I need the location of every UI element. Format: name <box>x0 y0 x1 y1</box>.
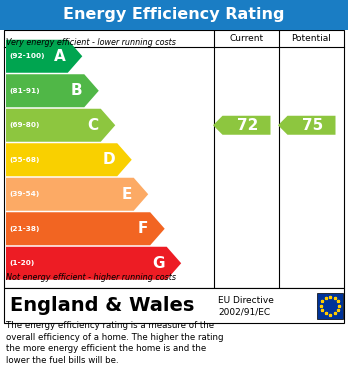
Text: The energy efficiency rating is a measure of the
overall efficiency of a home. T: The energy efficiency rating is a measur… <box>6 321 223 365</box>
Text: (1-20): (1-20) <box>9 260 34 266</box>
Polygon shape <box>6 40 82 73</box>
Text: 72: 72 <box>237 118 259 133</box>
Text: F: F <box>138 221 148 236</box>
Polygon shape <box>6 109 115 142</box>
Text: Very energy efficient - lower running costs: Very energy efficient - lower running co… <box>6 38 176 47</box>
Text: (39-54): (39-54) <box>9 191 39 197</box>
Bar <box>317 292 343 319</box>
Text: C: C <box>88 118 99 133</box>
Text: B: B <box>71 83 82 98</box>
Text: (21-38): (21-38) <box>9 226 39 232</box>
Text: G: G <box>152 256 165 271</box>
Polygon shape <box>6 247 181 280</box>
Text: (92-100): (92-100) <box>9 53 45 59</box>
Polygon shape <box>213 116 270 135</box>
Text: E: E <box>121 187 132 202</box>
Text: D: D <box>103 152 115 167</box>
Bar <box>0 0 348 30</box>
Text: Potential: Potential <box>292 34 331 43</box>
Text: England & Wales: England & Wales <box>10 296 195 315</box>
Polygon shape <box>6 178 148 211</box>
Text: (55-68): (55-68) <box>9 157 39 163</box>
Text: A: A <box>54 49 66 64</box>
Text: 75: 75 <box>302 118 324 133</box>
Bar <box>4 288 344 323</box>
Text: (69-80): (69-80) <box>9 122 39 128</box>
Text: Current: Current <box>229 34 263 43</box>
Text: Energy Efficiency Rating: Energy Efficiency Rating <box>63 7 285 23</box>
Polygon shape <box>6 143 132 176</box>
Bar <box>4 30 344 288</box>
Text: (81-91): (81-91) <box>9 88 40 94</box>
Text: Not energy efficient - higher running costs: Not energy efficient - higher running co… <box>6 273 176 283</box>
Polygon shape <box>6 212 165 245</box>
Text: EU Directive: EU Directive <box>218 296 274 305</box>
Polygon shape <box>6 74 99 107</box>
Text: 2002/91/EC: 2002/91/EC <box>218 307 270 316</box>
Polygon shape <box>278 116 335 135</box>
